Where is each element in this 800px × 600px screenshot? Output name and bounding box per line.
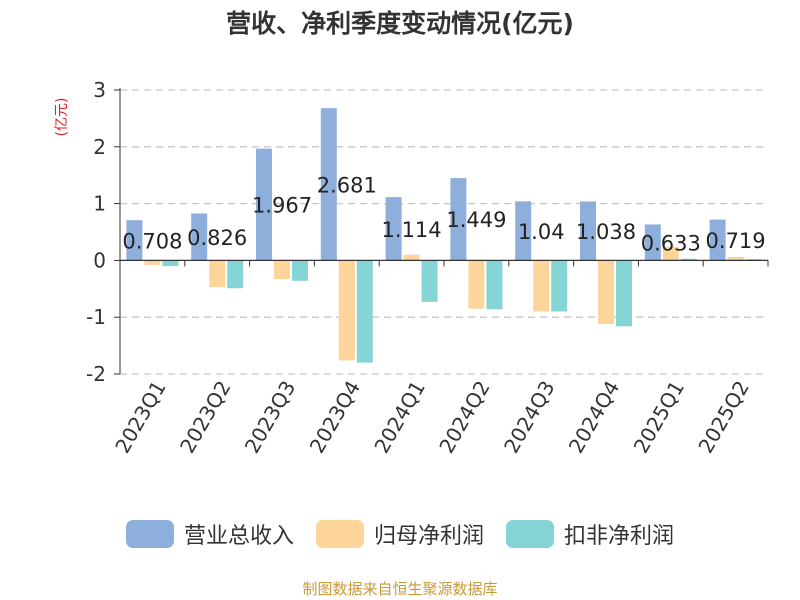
y-tick-label: 2 bbox=[93, 135, 106, 159]
data-label: 0.633 bbox=[641, 231, 701, 255]
bars bbox=[126, 108, 762, 363]
data-label: 1.04 bbox=[518, 220, 565, 244]
gridlines bbox=[120, 89, 768, 375]
y-tick-label: 0 bbox=[93, 248, 106, 272]
bar bbox=[662, 246, 679, 261]
y-tick-label: 3 bbox=[93, 78, 106, 102]
legend-label: 扣非净利润 bbox=[564, 524, 675, 549]
bar bbox=[515, 201, 532, 261]
bar bbox=[256, 148, 272, 261]
data-label: 1.967 bbox=[252, 194, 312, 218]
bar bbox=[144, 260, 161, 265]
bar bbox=[191, 213, 208, 261]
x-tick-label: 2023Q4 bbox=[305, 377, 365, 458]
x-tick-label: 2025Q2 bbox=[693, 377, 753, 458]
x-tick-label: 2024Q3 bbox=[499, 377, 559, 458]
legend-swatch bbox=[125, 520, 174, 548]
legend-item[interactable]: 营业总收入 bbox=[125, 518, 294, 550]
legend: 营业总收入 归母净利润 扣非净利润 bbox=[0, 518, 800, 550]
bar bbox=[227, 260, 244, 289]
legend-swatch bbox=[315, 520, 364, 548]
data-label: 0.826 bbox=[187, 226, 247, 250]
x-tick-label: 2024Q4 bbox=[564, 377, 624, 458]
legend-item[interactable]: 归母净利润 bbox=[315, 518, 484, 550]
bar bbox=[292, 260, 308, 281]
y-tick-label: -1 bbox=[86, 305, 106, 329]
bar bbox=[468, 260, 485, 309]
bar bbox=[580, 201, 596, 261]
legend-label: 营业总收入 bbox=[183, 524, 294, 549]
x-tick-label: 2025Q1 bbox=[629, 377, 689, 458]
bar bbox=[727, 256, 744, 261]
bar bbox=[356, 260, 373, 363]
bar bbox=[680, 258, 697, 261]
legend-swatch bbox=[506, 520, 554, 548]
legend-item[interactable]: 扣非净利润 bbox=[506, 518, 674, 550]
bar bbox=[126, 220, 143, 261]
bar bbox=[162, 260, 179, 267]
y-tick-label: 1 bbox=[93, 192, 106, 216]
y-axis-label: (亿元) bbox=[54, 98, 70, 137]
bar bbox=[533, 260, 550, 312]
source-note: 制图数据来自恒生聚源数据库 bbox=[302, 580, 498, 598]
bar bbox=[209, 260, 226, 288]
bar bbox=[644, 224, 661, 261]
chart-title: 营收、净利季度变动情况(亿元) bbox=[226, 9, 574, 38]
data-label: 1.449 bbox=[446, 208, 506, 232]
y-tick-label: -2 bbox=[86, 362, 106, 386]
x-tick-label: 2023Q1 bbox=[110, 377, 170, 458]
bar bbox=[385, 197, 402, 261]
bar bbox=[598, 260, 614, 325]
bar bbox=[709, 219, 726, 261]
data-label: 0.708 bbox=[122, 229, 182, 253]
bar bbox=[274, 260, 290, 280]
x-tick-label: 2024Q2 bbox=[434, 377, 494, 458]
bar bbox=[486, 260, 503, 310]
bar bbox=[421, 260, 438, 302]
data-label: 1.114 bbox=[382, 218, 442, 242]
x-tick-label: 2023Q3 bbox=[240, 377, 300, 458]
bar bbox=[403, 254, 420, 261]
bar bbox=[616, 260, 632, 327]
bar bbox=[450, 178, 467, 261]
bar bbox=[320, 108, 337, 261]
x-tick-label: 2024Q1 bbox=[369, 377, 429, 458]
legend-label: 归母净利润 bbox=[373, 524, 484, 549]
bar bbox=[338, 260, 355, 361]
data-label: 2.681 bbox=[317, 173, 377, 197]
x-tick-label: 2023Q2 bbox=[175, 377, 235, 458]
bar bbox=[551, 260, 568, 312]
data-label: 0.719 bbox=[706, 229, 766, 253]
data-label: 1.038 bbox=[576, 220, 636, 244]
